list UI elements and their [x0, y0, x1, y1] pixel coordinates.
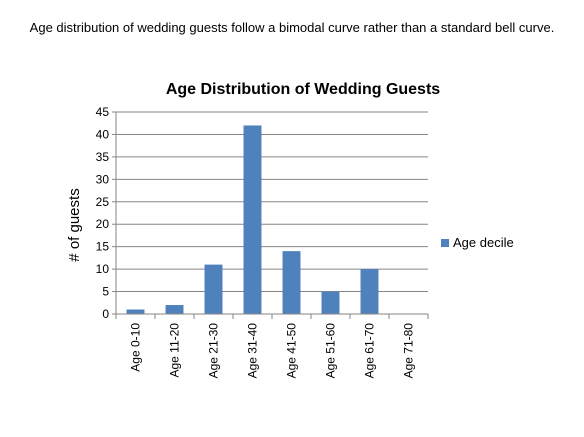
- bar: [321, 291, 340, 314]
- y-tick-label: 25: [96, 195, 110, 209]
- x-tick-label: Age 11-20: [168, 323, 182, 378]
- bar: [126, 309, 145, 314]
- bar: [282, 251, 301, 314]
- gridlines: [116, 111, 428, 293]
- bars: [126, 125, 379, 314]
- legend-swatch: [441, 239, 449, 247]
- y-tick-label: 35: [96, 150, 110, 164]
- axes: [112, 111, 429, 319]
- y-tick-label: 15: [96, 240, 110, 254]
- bar: [360, 269, 379, 314]
- y-axis-label: # of guests: [66, 188, 83, 261]
- x-tick-label: Age 71-80: [402, 323, 416, 379]
- slide-caption: Age distribution of wedding guests follo…: [29, 20, 555, 35]
- legend: Age decile: [441, 235, 514, 250]
- bar: [204, 264, 223, 314]
- y-tick-label: 30: [96, 172, 110, 186]
- x-tick-label: Age 51-60: [324, 323, 338, 379]
- x-axis-tick-labels: Age 0-10 Age 11-20 Age 21-30 Age 31-40 Age 4…: [129, 323, 416, 379]
- y-tick-label: 40: [96, 127, 110, 141]
- x-tick-label: Age 21-30: [207, 323, 221, 379]
- y-tick-label: 5: [102, 285, 109, 299]
- x-tick-label: Age 31-40: [246, 323, 260, 379]
- legend-label: Age decile: [453, 235, 514, 250]
- chart-title: Age Distribution of Wedding Guests: [166, 81, 440, 98]
- y-tick-label: 0: [102, 307, 109, 321]
- y-tick-label: 45: [96, 105, 110, 119]
- bar: [243, 125, 262, 314]
- bar: [165, 305, 184, 314]
- x-tick-label: Age 41-50: [285, 323, 299, 379]
- y-tick-label: 20: [96, 217, 110, 231]
- y-tick-label: 10: [96, 262, 110, 276]
- y-axis-tick-labels: 0 5 10 15 20 25 30 35 40 45: [96, 105, 110, 321]
- x-tick-label: Age 61-70: [363, 323, 377, 379]
- x-tick-label: Age 0-10: [129, 323, 143, 372]
